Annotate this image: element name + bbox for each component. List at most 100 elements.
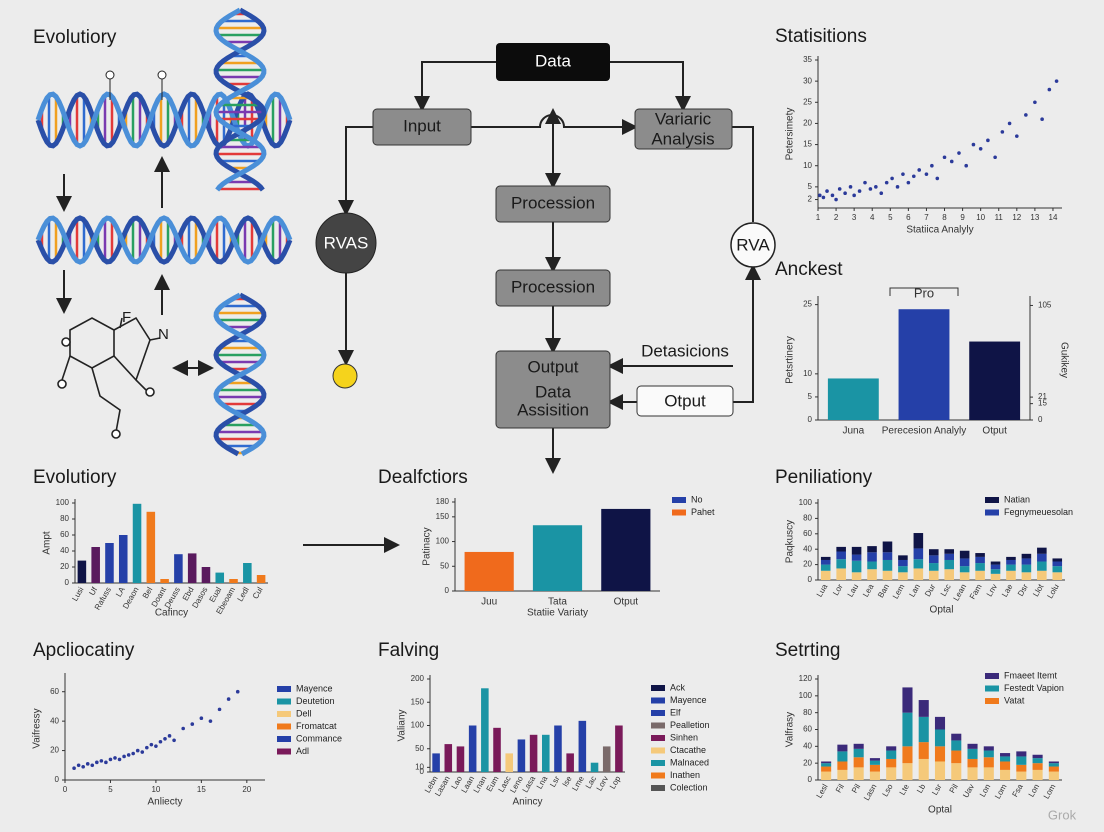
legend-label: Fromatcat	[296, 721, 337, 731]
x-tick-label: 0	[63, 785, 68, 794]
x-tick-label: Lem	[891, 582, 907, 600]
x-tick-label: Fsa	[1010, 782, 1025, 799]
point	[104, 760, 108, 765]
y-tick-label: 150	[436, 512, 450, 521]
node-box	[496, 43, 610, 81]
bar-segment	[1021, 564, 1032, 573]
bar	[529, 734, 538, 772]
point	[957, 151, 961, 155]
bar	[146, 511, 156, 583]
point	[145, 745, 149, 750]
chart: Falving01050100150200ValianyLebnLasanLao…	[378, 640, 710, 808]
bar-segment	[902, 712, 913, 747]
point	[108, 757, 113, 762]
point	[190, 722, 195, 726]
atom-label: F	[122, 309, 131, 326]
y2-tick-label: 15	[1038, 399, 1047, 408]
bar-segment	[1052, 561, 1063, 567]
bar-segment	[1032, 758, 1043, 764]
point	[217, 707, 222, 712]
bar	[827, 378, 879, 420]
y-tick-label: 20	[60, 562, 69, 571]
point	[122, 754, 126, 759]
point	[167, 734, 172, 738]
y-tick-label: 80	[803, 708, 812, 717]
point	[90, 763, 95, 768]
flow-arrows	[303, 61, 761, 553]
legend-swatch	[985, 673, 999, 679]
legend-swatch	[277, 736, 291, 742]
legend-label: Mayence	[670, 695, 707, 705]
node-label: Input	[403, 116, 441, 135]
x-tick-label: 4	[870, 213, 875, 222]
y-tick-label: 0	[808, 575, 813, 584]
bar-segment	[853, 757, 864, 768]
y-tick-label: 150	[411, 697, 425, 706]
y-tick-label: 100	[799, 498, 813, 507]
bar	[256, 575, 266, 583]
point	[208, 719, 213, 723]
point	[852, 193, 856, 198]
x-tick-label: 7	[924, 213, 929, 222]
bar	[969, 341, 1021, 420]
y-tick-label: 5	[808, 182, 813, 191]
bar-segment	[951, 740, 962, 751]
x-tick-label: Lae	[1000, 582, 1015, 599]
x-tick-label: Pil	[948, 782, 960, 794]
bar-segment	[1048, 763, 1059, 767]
x-tick-label: Fil	[834, 782, 846, 794]
point	[1054, 79, 1059, 83]
bar-segment	[851, 546, 862, 555]
bar-segment	[820, 570, 831, 580]
bar-segment	[821, 761, 832, 764]
x-tick-label: Lom	[1042, 782, 1058, 800]
bar-segment	[959, 566, 970, 573]
point	[1000, 130, 1005, 134]
point	[226, 697, 231, 701]
y-tick-label: 40	[803, 544, 812, 553]
bar-segment	[918, 716, 929, 743]
y-tick-label: 20	[803, 758, 812, 767]
node-circle	[315, 212, 377, 274]
bar-segment	[951, 750, 962, 764]
x-tick-label: 3	[852, 213, 857, 222]
bar	[456, 746, 465, 772]
bar-segment	[967, 767, 978, 780]
bar-segment	[959, 572, 970, 580]
bar-segment	[1000, 756, 1011, 762]
bar-segment	[934, 746, 946, 762]
x-tick-label: Llot	[1031, 582, 1046, 598]
bar-segment	[983, 757, 994, 768]
legend-label: Elf	[670, 707, 681, 717]
y2-tick-label: 0	[1038, 415, 1043, 424]
legend-label: Natian	[1004, 494, 1030, 504]
y-axis-label: Valfrasy	[785, 712, 796, 747]
chart-title: Statisitions	[775, 26, 867, 47]
y-axis-label: Petersimety	[785, 108, 796, 161]
bar-segment	[836, 551, 846, 560]
point	[140, 750, 145, 754]
y-tick-label: 40	[60, 546, 69, 555]
point	[930, 163, 934, 168]
bar-segment	[1048, 766, 1059, 772]
x-tick-label: LA	[114, 585, 127, 599]
bar-segment	[851, 554, 862, 561]
y-axis-label: Ampt	[42, 531, 53, 555]
legend-label: Malnaced	[670, 757, 709, 767]
y-tick-label: 0	[420, 767, 425, 776]
bar-segment	[1052, 566, 1063, 573]
bar-segment	[867, 552, 877, 562]
point	[1040, 117, 1044, 121]
x-tick-label: 8	[942, 213, 947, 222]
point	[964, 163, 969, 168]
watermark: Grok	[1048, 807, 1077, 822]
legend-label: Deutetion	[296, 696, 335, 706]
bar	[187, 553, 197, 583]
node-label: Assisition	[517, 400, 589, 419]
x-tick-label: Lasn	[862, 783, 878, 803]
y-tick-label: 100	[436, 537, 450, 546]
node-box	[495, 185, 611, 223]
